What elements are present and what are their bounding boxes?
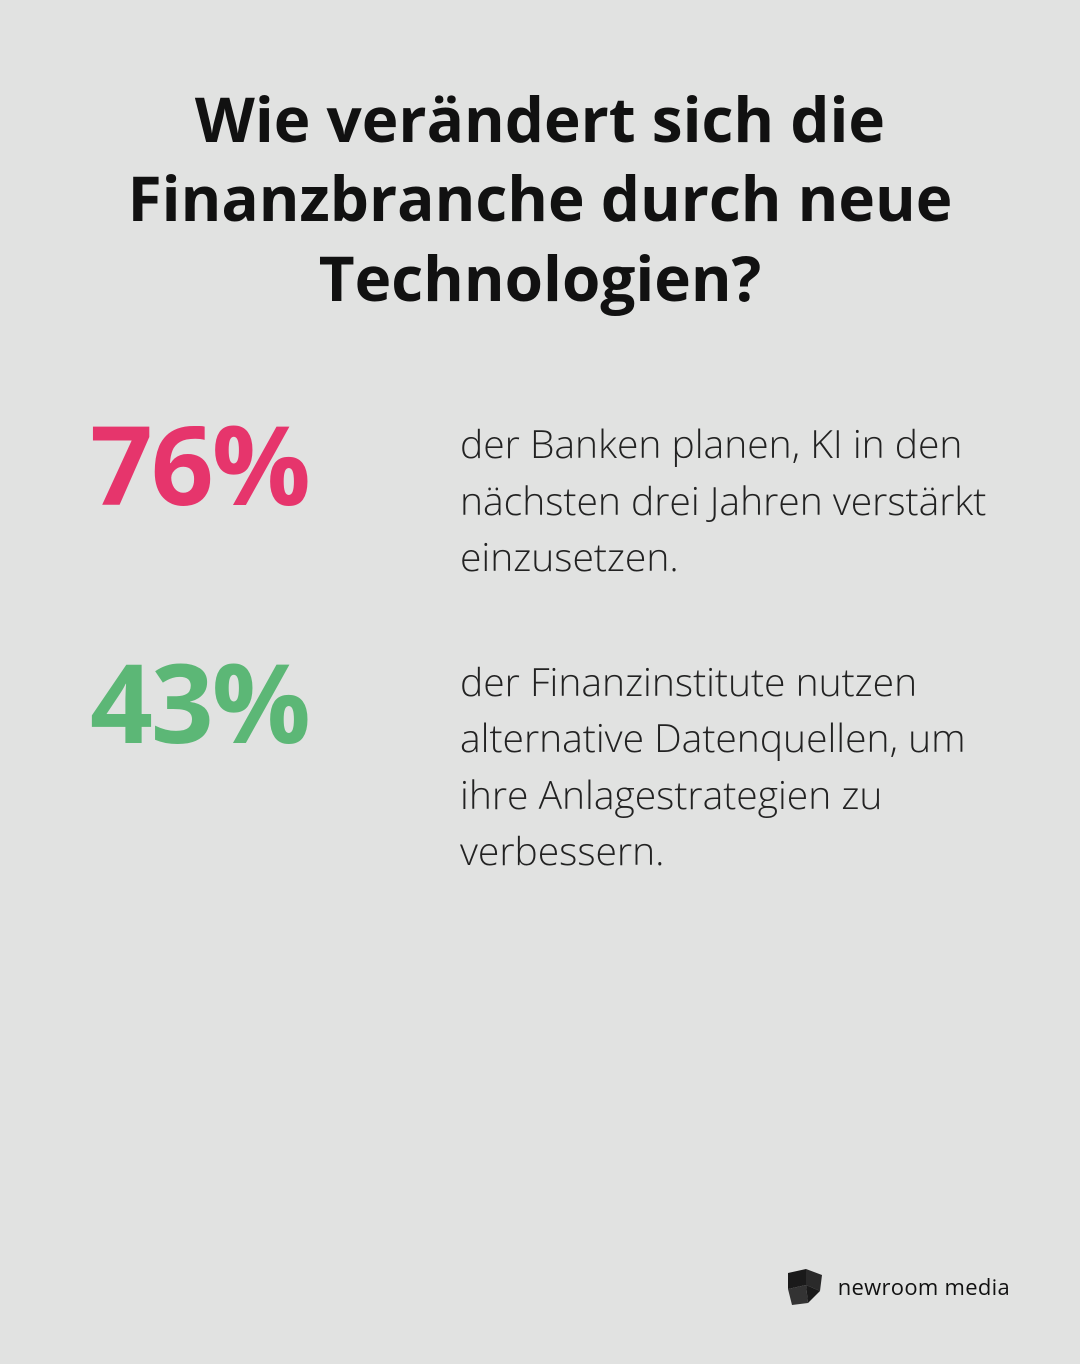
stat-row-1: 76% der Banken planen, KI in den nächste… — [90, 408, 990, 586]
stat-value-2: 43% — [90, 646, 420, 756]
logo-icon — [782, 1265, 826, 1309]
stat-description-2: der Finanzinstitute nutzen alternative D… — [460, 646, 990, 880]
stat-row-2: 43% der Finanzinstitute nutzen alternati… — [90, 646, 990, 880]
logo-text: newroom media — [838, 1272, 1010, 1302]
stat-value-1: 76% — [90, 408, 420, 518]
headline: Wie verändert sich die Finanzbranche dur… — [90, 80, 990, 318]
footer-logo: newroom media — [782, 1265, 1010, 1309]
stat-description-1: der Banken planen, KI in den nächsten dr… — [460, 408, 990, 586]
